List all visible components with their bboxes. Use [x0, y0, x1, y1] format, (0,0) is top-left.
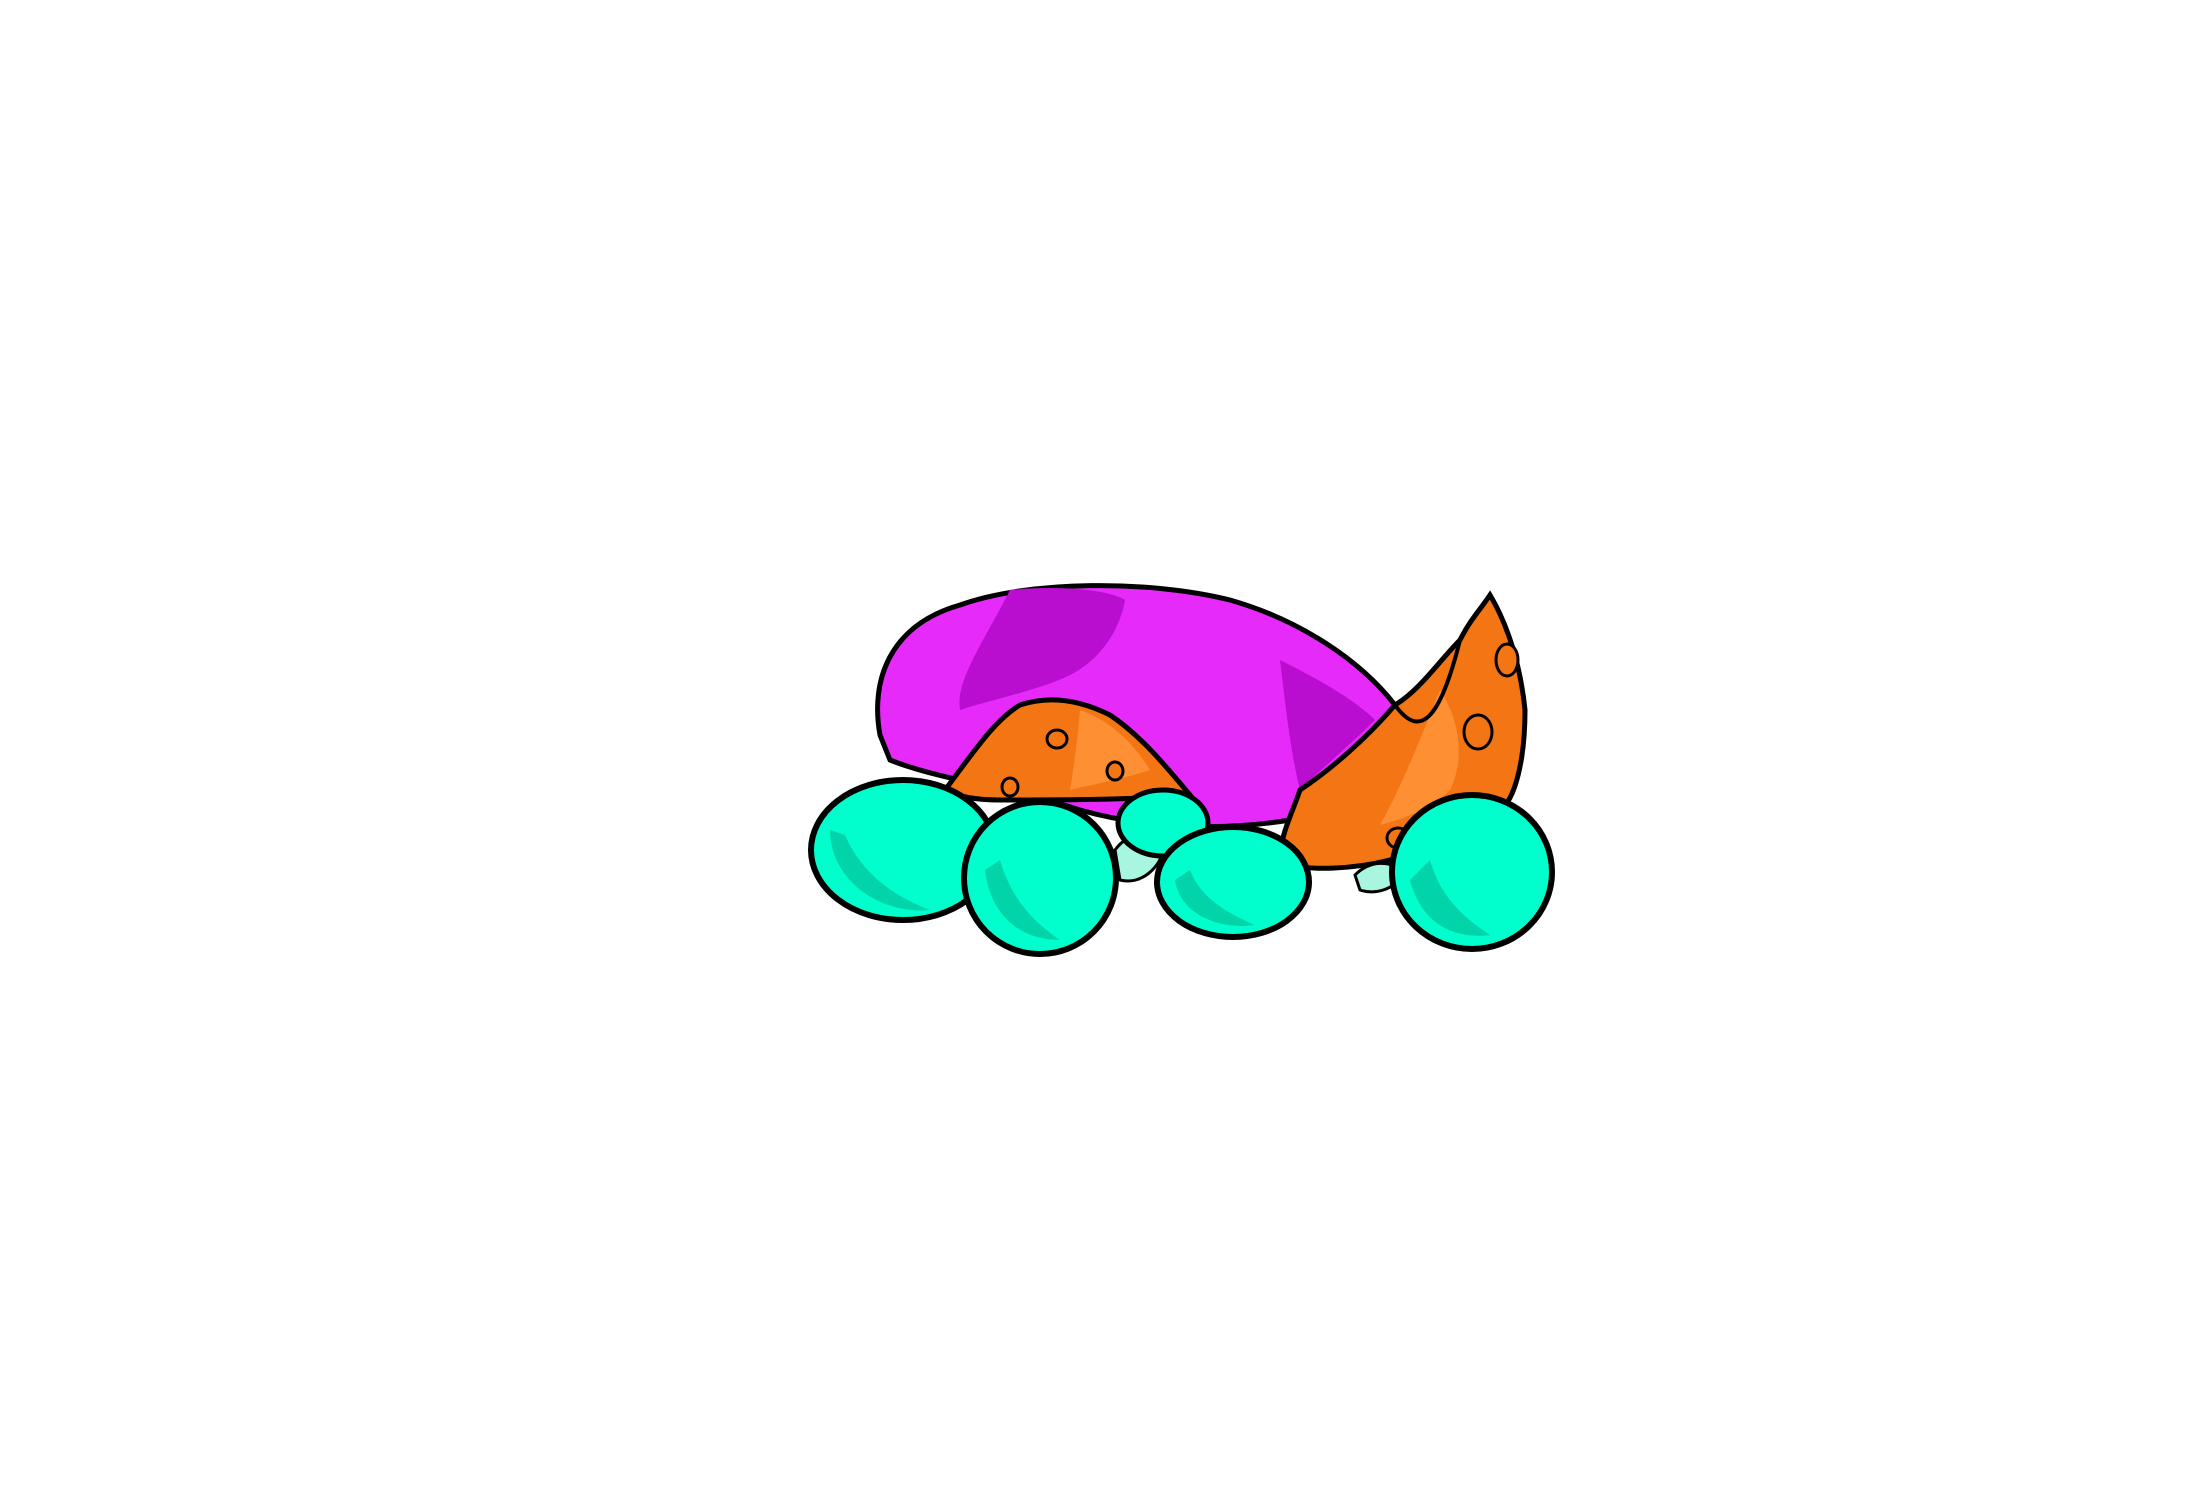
teal-egg [1154, 824, 1312, 940]
teal-egg [961, 799, 1119, 957]
orange-fin [941, 697, 1195, 803]
teal-egg [1389, 792, 1555, 952]
teal-egg [808, 777, 998, 923]
